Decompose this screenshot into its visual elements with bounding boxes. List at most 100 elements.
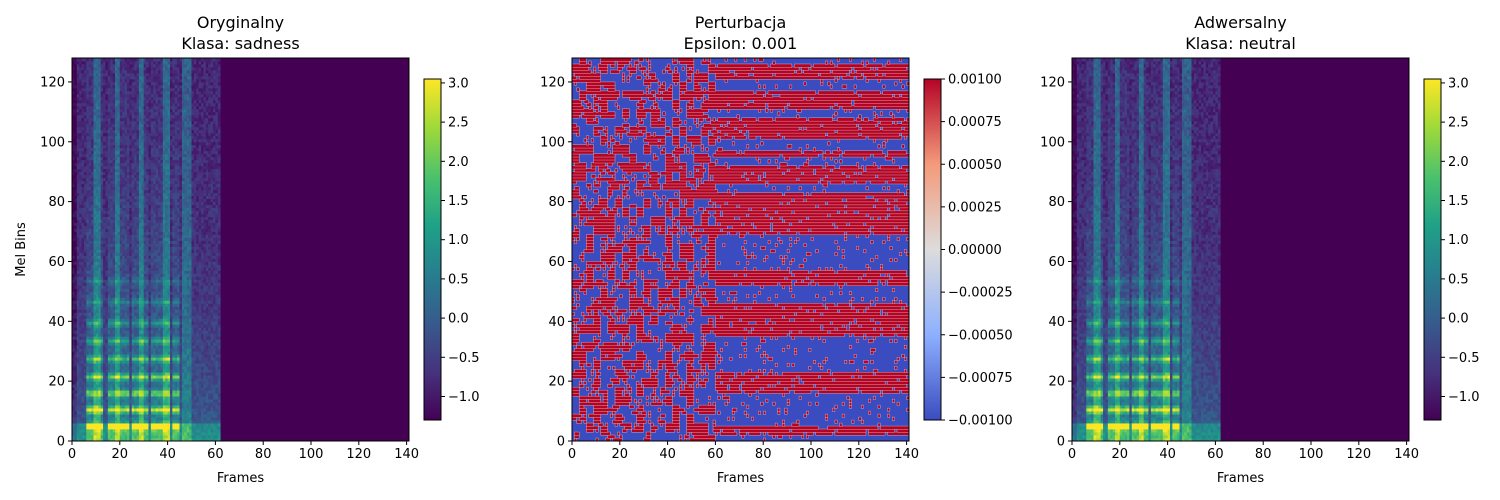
heatmap-cell bbox=[150, 162, 154, 167]
heatmap-cell bbox=[76, 420, 80, 424]
heatmap-cell bbox=[115, 384, 118, 388]
heatmap-cell bbox=[122, 315, 125, 319]
heatmap-cell bbox=[138, 333, 142, 337]
heatmap-cell bbox=[115, 270, 118, 274]
heatmap-cell bbox=[146, 87, 149, 92]
heatmap-cell bbox=[131, 153, 135, 158]
heatmap-cell bbox=[141, 228, 145, 232]
heatmap-cell bbox=[105, 96, 109, 101]
heatmap-cell bbox=[98, 168, 102, 173]
heatmap-cell bbox=[98, 246, 102, 250]
heatmap-cell bbox=[126, 58, 130, 62]
heatmap-cell bbox=[155, 384, 159, 388]
heatmap-cell bbox=[158, 222, 161, 226]
heatmap-cell bbox=[160, 207, 164, 211]
heatmap-cell bbox=[103, 408, 106, 412]
heatmap-cell bbox=[88, 390, 92, 394]
heatmap-cell bbox=[158, 321, 161, 325]
heatmap-cell bbox=[81, 237, 85, 241]
heatmap-cell bbox=[117, 399, 121, 403]
heatmap-cell bbox=[162, 369, 166, 373]
heatmap-cell bbox=[162, 111, 166, 116]
heatmap-cell bbox=[138, 246, 142, 250]
heatmap-cell bbox=[141, 336, 145, 340]
heatmap-cell bbox=[83, 126, 87, 131]
heatmap-cell bbox=[103, 171, 106, 176]
heatmap-cell bbox=[115, 414, 118, 418]
heatmap-cell bbox=[141, 252, 145, 256]
heatmap-cell bbox=[83, 120, 87, 125]
heatmap-cell bbox=[143, 315, 147, 319]
heatmap-cell bbox=[162, 60, 166, 65]
heatmap-cell bbox=[138, 432, 142, 436]
heatmap-cell bbox=[119, 165, 123, 170]
heatmap-cell bbox=[88, 228, 92, 232]
heatmap-cell bbox=[112, 297, 116, 301]
heatmap-cell bbox=[129, 252, 133, 256]
heatmap-cell bbox=[95, 342, 99, 346]
heatmap-cell bbox=[148, 408, 152, 412]
heatmap-cell bbox=[88, 186, 92, 191]
heatmap-cell bbox=[158, 207, 161, 211]
heatmap-cell bbox=[79, 58, 82, 62]
heatmap-cell bbox=[134, 111, 137, 116]
heatmap-cell bbox=[126, 246, 130, 250]
heatmap-cell bbox=[160, 402, 164, 406]
heatmap-cell bbox=[86, 78, 90, 83]
heatmap-cell bbox=[93, 204, 97, 209]
heatmap-cell bbox=[134, 117, 137, 122]
heatmap-cell bbox=[160, 153, 164, 158]
heatmap-cell bbox=[138, 381, 142, 385]
heatmap-cell bbox=[150, 150, 154, 155]
heatmap-cell bbox=[146, 366, 149, 370]
heatmap-cell bbox=[158, 246, 161, 250]
heatmap-cell bbox=[72, 255, 75, 259]
heatmap-cell bbox=[146, 207, 149, 211]
heatmap-cell bbox=[158, 171, 161, 176]
heatmap-cell bbox=[155, 99, 159, 104]
heatmap-cell bbox=[155, 402, 159, 406]
heatmap-cell bbox=[119, 345, 123, 349]
heatmap-cell bbox=[98, 249, 102, 253]
heatmap-cell bbox=[115, 417, 118, 421]
heatmap-cell bbox=[146, 222, 149, 226]
heatmap-cell bbox=[119, 138, 123, 143]
heatmap-cell bbox=[86, 81, 90, 86]
heatmap-cell bbox=[117, 360, 121, 364]
heatmap-cell bbox=[74, 423, 78, 427]
heatmap-cell bbox=[124, 438, 128, 441]
heatmap-cell bbox=[105, 228, 109, 232]
heatmap-cell bbox=[86, 429, 90, 433]
heatmap-cell bbox=[79, 60, 82, 65]
heatmap-cell bbox=[146, 111, 149, 116]
heatmap-cell bbox=[112, 132, 116, 137]
heatmap-cell bbox=[162, 78, 166, 83]
heatmap-cell bbox=[158, 264, 161, 268]
heatmap-cell bbox=[74, 339, 78, 343]
heatmap-cell bbox=[110, 297, 114, 301]
heatmap-cell bbox=[153, 360, 157, 364]
heatmap-cell bbox=[93, 114, 97, 119]
heatmap-cell bbox=[91, 240, 94, 244]
heatmap-cell bbox=[110, 423, 114, 427]
heatmap-cell bbox=[107, 351, 111, 355]
heatmap-cell bbox=[138, 147, 142, 152]
heatmap-cell bbox=[129, 372, 133, 376]
heatmap-cell bbox=[162, 309, 166, 313]
heatmap-cell bbox=[115, 78, 118, 83]
heatmap-cell bbox=[117, 354, 121, 358]
heatmap-cell bbox=[74, 114, 78, 119]
heatmap-cell bbox=[115, 108, 118, 113]
heatmap-cell bbox=[110, 357, 114, 361]
heatmap-cell bbox=[117, 60, 121, 65]
heatmap-cell bbox=[98, 399, 102, 403]
heatmap-cell bbox=[143, 96, 147, 101]
heatmap-cell bbox=[117, 255, 121, 259]
heatmap-cell bbox=[124, 198, 128, 203]
heatmap-cell bbox=[88, 180, 92, 185]
heatmap-cell bbox=[136, 126, 140, 131]
heatmap-cell bbox=[131, 366, 135, 370]
heatmap-cell bbox=[153, 153, 157, 158]
heatmap-cell bbox=[146, 417, 149, 421]
heatmap-cell bbox=[81, 390, 85, 394]
